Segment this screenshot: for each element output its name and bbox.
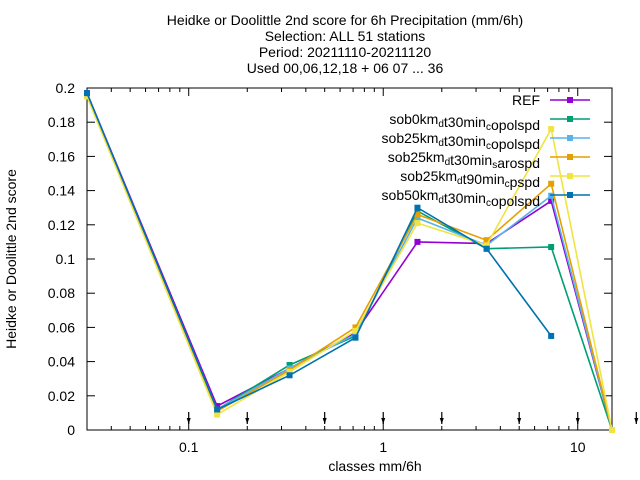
y-tick-label: 0.04 [48,354,75,370]
class-marker-head [245,418,250,424]
data-point [214,406,221,413]
series-lines [84,90,615,433]
y-tick-label: 0.08 [48,285,75,301]
y-tick-label: 0.1 [56,251,76,267]
data-point [414,220,421,227]
class-marker-head [381,418,386,424]
legend-marker [567,116,573,122]
y-tick-label: 0.2 [56,80,76,96]
data-point [84,90,90,97]
data-point [548,197,555,204]
x-axis-label: classes mm/6h [328,458,421,474]
legend-marker [567,135,573,141]
data-point [414,211,421,218]
y-tick-label: 0.16 [48,148,75,164]
data-point [548,244,555,251]
data-point [483,242,490,249]
legend-marker [567,97,573,103]
data-point [286,368,293,375]
legend-label: sob50kmdt30mincopolspd [382,187,540,209]
data-point [352,327,359,334]
y-axis-label: Heidke or Doolittle 2nd score [3,169,19,349]
data-point [548,126,555,133]
y-tick-label: 0.14 [48,183,75,199]
y-tick-label: 0 [67,422,75,438]
data-point [483,237,490,244]
legend-label: sob25kmdt30minsarospd [388,149,540,171]
class-marker-head [322,418,327,424]
data-point [214,403,221,410]
class-marker-head [575,418,580,424]
data-point [548,180,555,187]
title-line: Period: 20211110-20211120 [259,44,432,60]
data-point [414,214,421,221]
title-line: Used 00,06,12,18 + 06 07 ... 36 [247,60,444,76]
class-markers [186,412,639,424]
legend-label: sob25kmdt90mincpspd [400,168,540,190]
x-tick-label: 0.1 [179,439,199,455]
data-point [414,204,421,211]
legend-marker [567,192,573,198]
data-point [214,411,221,418]
y-tick-label: 0.18 [48,114,75,130]
data-point [414,238,421,245]
legend: REF sob0kmdt30mincopolspdsob25kmdt30minco… [382,92,590,209]
data-point [483,245,490,252]
data-point [352,331,359,338]
legend-marker [567,154,573,160]
y-tick-label: 0.12 [48,217,75,233]
data-point [352,324,359,331]
data-point [414,208,421,215]
data-point [286,362,293,369]
legend-marker [567,173,573,179]
title-line: Heidke or Doolittle 2nd score for 6h Pre… [167,12,523,28]
data-point [609,427,615,433]
data-point [84,93,90,100]
y-axis: 0 0.02 0.04 0.06 0.08 0.1 0.12 0.14 0.16 0.18 0.2 [48,80,612,438]
x-axis: 0.1 1 10 [86,88,586,455]
series-line [86,92,613,431]
legend-label: REF [512,92,540,108]
legend-label: sob0kmdt30mincopolspd [389,111,540,133]
chart-title: Heidke or Doolittle 2nd score for 6h Pre… [167,12,523,76]
y-tick-label: 0.02 [48,388,75,404]
title-line: Selection: ALL 51 stations [265,28,426,44]
series-line [86,96,613,431]
data-point [352,334,359,341]
y-tick-label: 0.06 [48,319,75,335]
legend-label: sob25kmdt30mincopolspd [382,130,540,152]
class-marker-head [439,418,444,424]
x-tick-label: 1 [379,439,387,455]
class-marker-head [634,418,639,424]
class-marker-head [517,418,522,424]
class-marker-head [186,418,191,424]
x-tick-label: 10 [570,439,586,455]
data-point [548,332,555,339]
data-point [286,372,293,379]
